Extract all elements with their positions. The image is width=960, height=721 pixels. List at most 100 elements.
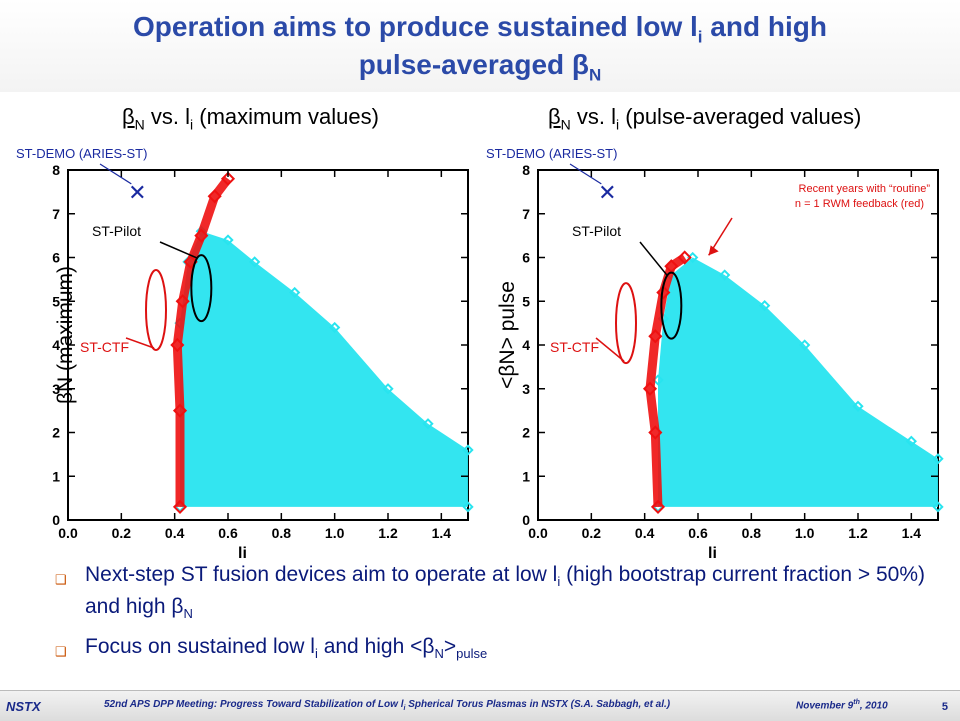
x-tick-label: 0.6 [218, 525, 238, 541]
slide-title-line1: Operation aims to produce sustained low … [133, 11, 827, 47]
red-data-band [645, 253, 688, 508]
bullet-item: ❑ Next-step ST fusion devices aim to ope… [55, 562, 935, 626]
footer-date: November 9th, 2010 [796, 699, 888, 712]
cyan-point [652, 374, 664, 386]
cyan-data-cloud [658, 257, 938, 507]
cyan-point [719, 269, 731, 281]
footer: NSTX 52nd APS DPP Meeting: Progress Towa… [0, 690, 960, 721]
cyan-point [905, 435, 917, 447]
recent-years-arrowhead [708, 245, 719, 256]
y-axis-label: <βN> pulse [496, 281, 519, 389]
y-tick-label: 3 [52, 381, 60, 397]
x-tick-label: 0.0 [528, 525, 548, 541]
y-tick-label: 8 [522, 162, 530, 178]
red-point [207, 189, 222, 204]
st-ctf-pointer [125, 337, 155, 349]
st-ctf-label: ST-CTF [80, 339, 129, 355]
cyan-point [289, 286, 301, 299]
cyan-point [329, 321, 341, 334]
y-tick-label: 2 [522, 425, 530, 441]
y-tick-label: 2 [52, 425, 60, 441]
bullet-text: Focus on sustained low li and high <βN>p… [85, 635, 488, 662]
y-tick-label: 1 [52, 468, 60, 484]
slide-title-line2: pulse-averaged βN [358, 49, 602, 85]
red-point [656, 285, 671, 300]
st-ctf-label: ST-CTF [550, 339, 599, 355]
red-point [677, 250, 692, 265]
y-tick-label: 5 [522, 293, 530, 309]
x-tick-label: 1.4 [432, 525, 452, 541]
demo-cross-icon: ✕ [598, 181, 616, 206]
cyan-point [799, 339, 811, 351]
demo-pointer [569, 163, 602, 185]
cyan-point [249, 256, 261, 268]
title-band [0, 0, 960, 92]
cyan-point [932, 453, 944, 465]
cyan-point [422, 418, 434, 430]
cyan-point [462, 501, 474, 513]
y-tick-label: 0 [52, 512, 60, 528]
x-tick-label: 1.0 [325, 525, 345, 541]
right-chart: 0.0 0.2 0.4 0.6 0.8 1.0 1.2 1.4 0 1 2 3 4 5 6 7 8 li <βN> … [486, 146, 944, 560]
x-tick-label: 1.4 [902, 525, 922, 541]
x-axis-label: li [708, 545, 717, 560]
cyan-point [759, 299, 771, 312]
x-tick-label: 0.2 [582, 525, 602, 541]
x-tick-label: 0.8 [272, 525, 292, 541]
red-point [648, 425, 663, 440]
bullet-marker-icon: ❑ [55, 572, 67, 587]
page-number: 5 [941, 701, 948, 713]
bullet-list: ❑ Next-step ST fusion devices aim to ope… [55, 562, 935, 675]
st-pilot-pointer [159, 241, 198, 259]
st-pilot-ellipse [190, 254, 213, 323]
y-tick-label: 6 [52, 250, 60, 266]
x-tick-label: 1.2 [848, 525, 868, 541]
left-chart-subtitle: βN vs. li (maximum values) [122, 104, 379, 133]
cyan-point [932, 501, 944, 513]
y-tick-label: 4 [52, 337, 60, 353]
x-tick-label: 0.2 [112, 525, 132, 541]
cyan-data-cloud [180, 231, 468, 507]
y-tick-label: 0 [522, 512, 530, 528]
y-axis-label: βN (maximum) [54, 266, 77, 404]
y-tick-label: 7 [522, 206, 530, 222]
red-point [648, 329, 663, 344]
cyan-point [687, 251, 699, 264]
st-ctf-pointer [595, 337, 625, 362]
bullet-marker-icon: ❑ [55, 644, 67, 660]
y-tick-label: 4 [522, 337, 530, 353]
cyan-point [382, 383, 394, 395]
red-point [194, 228, 209, 243]
st-pilot-pointer [639, 241, 668, 277]
footer-citation: 52nd APS DPP Meeting: Progress Toward St… [104, 699, 671, 712]
red-point [664, 259, 679, 274]
st-pilot-label: ST-Pilot [572, 223, 621, 239]
y-tick-label: 7 [52, 206, 60, 222]
x-tick-label: 0.6 [688, 525, 708, 541]
y-tick-label: 6 [522, 250, 530, 266]
red-point [172, 499, 188, 514]
red-data-band [172, 176, 232, 507]
left-chart: 0.0 0.2 0.4 0.6 0.8 1.0 1.2 1.4 0 1 2 3 4 5 6 7 8 li βN (m… [16, 146, 474, 560]
recent-years-label-2: n = 1 RWM feedback (red) [795, 198, 924, 210]
x-tick-label: 0.8 [742, 525, 762, 541]
bullet-text: Next-step ST fusion devices aim to opera… [85, 563, 926, 622]
demo-label: ST-DEMO (ARIES-ST) [16, 146, 147, 161]
cyan-point [852, 400, 864, 412]
st-ctf-ellipse [615, 282, 637, 365]
x-tick-label: 1.2 [378, 525, 398, 541]
red-point [172, 403, 188, 418]
right-chart-subtitle: βN vs. li (pulse-averaged values) [548, 104, 862, 133]
y-tick-label: 1 [522, 468, 530, 484]
x-tick-label: 0.4 [165, 525, 185, 541]
red-point [220, 171, 236, 186]
nstx-logo: NSTX [6, 699, 41, 714]
y-tick-label: 8 [52, 162, 60, 178]
bullet-item: ❑ Focus on sustained low li and high <βN… [55, 634, 935, 666]
st-pilot-ellipse [660, 271, 683, 340]
demo-cross-icon: ✕ [128, 181, 146, 206]
st-pilot-label: ST-Pilot [92, 223, 141, 239]
red-point [170, 337, 185, 353]
y-tick-label: 3 [522, 381, 530, 397]
cyan-point [222, 234, 234, 246]
